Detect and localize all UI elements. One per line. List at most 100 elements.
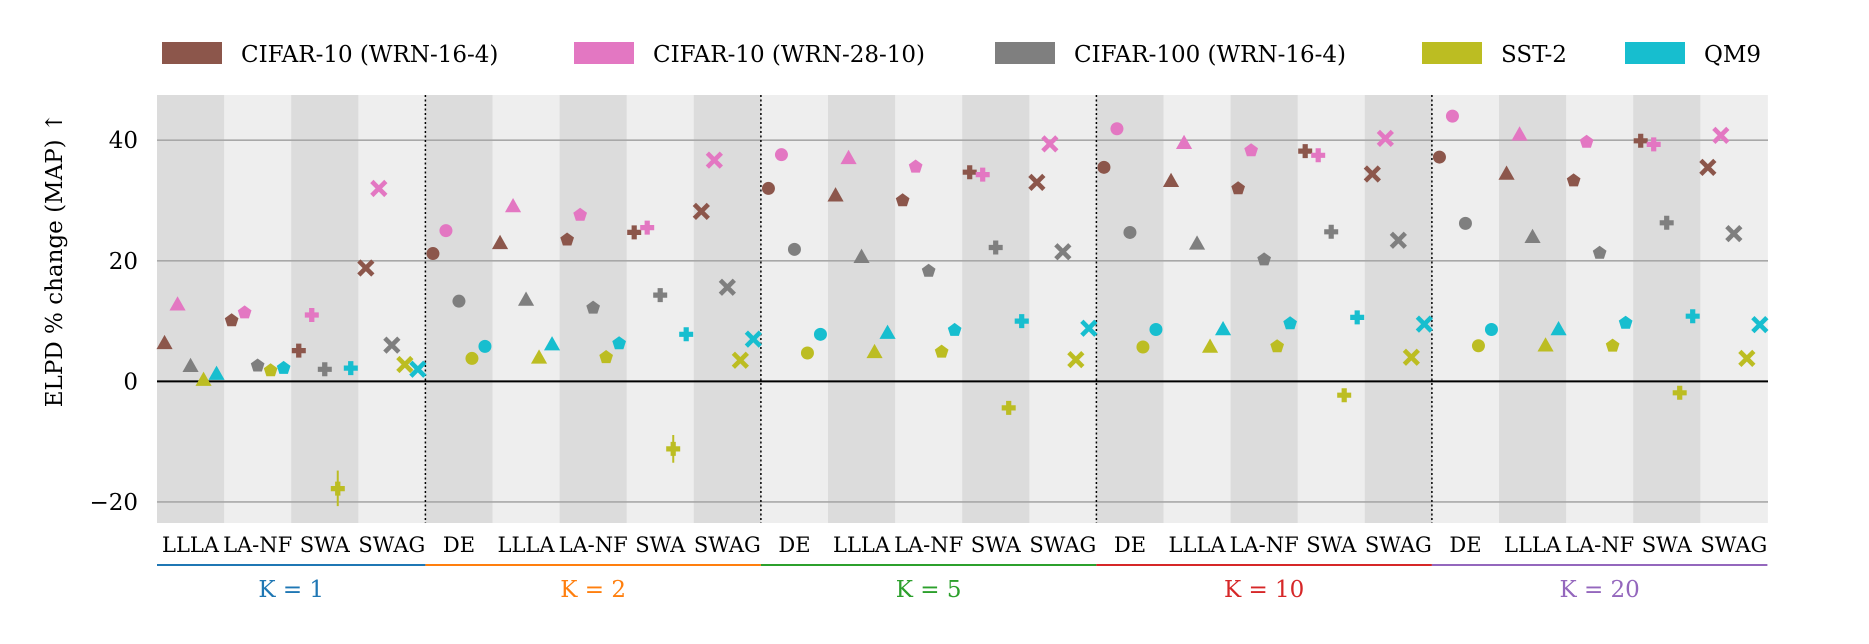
band-la-nf: [224, 95, 292, 523]
x-stroke: [1415, 315, 1433, 333]
legend-swatch-cifar-10-wrn-28-10: [574, 42, 634, 64]
point-sst-2-llla: [1537, 337, 1554, 352]
band-swa: [1633, 95, 1701, 523]
x-stroke: [1738, 349, 1756, 368]
x-stroke: [718, 278, 736, 296]
point-cifar-10-wrn-16-4-llla: [491, 234, 509, 250]
point-sst-2-swa: [1337, 388, 1352, 403]
point-cifar-10-wrn-16-4-la-nf: [560, 232, 574, 246]
point-cifar-10-wrn-16-4-swag: [692, 202, 710, 220]
x-stroke: [370, 179, 388, 198]
point-cifar-10-wrn-16-4-swag: [1699, 158, 1717, 176]
point-cifar-10-wrn-28-10-swa: [975, 167, 990, 182]
legend-swatch-sst-2: [1422, 42, 1482, 64]
band-llla: [1163, 95, 1232, 523]
point-qm9-swag: [1415, 315, 1433, 333]
column-bands: [157, 95, 1768, 523]
point-sst-2-llla: [1201, 338, 1219, 353]
point-cifar-10-wrn-16-4-llla: [1162, 172, 1180, 187]
point-cifar-10-wrn-28-10-de: [774, 148, 788, 162]
point-cifar-100-wrn-16-4-swa: [988, 240, 1003, 255]
point-cifar-10-wrn-28-10-llla: [1175, 134, 1193, 150]
point-cifar-10-wrn-16-4-swa: [291, 343, 306, 358]
group-dividers: [424, 95, 1433, 523]
x-stroke: [357, 259, 375, 277]
point-cifar-10-wrn-16-4-swag: [1028, 173, 1046, 192]
point-cifar-100-wrn-16-4-llla: [1524, 228, 1541, 244]
x-stroke: [1363, 165, 1381, 183]
x-stroke: [1725, 225, 1743, 243]
point-cifar-10-wrn-16-4-la-nf: [224, 313, 239, 327]
point-cifar-10-wrn-16-4-llla: [827, 187, 844, 202]
legend-label-cifar-10-wrn-16-4: CIFAR-10 (WRN-16-4): [241, 42, 498, 68]
point-sst-2-de: [465, 351, 479, 365]
point-qm9-swag: [409, 360, 427, 378]
point-cifar-100-wrn-16-4-llla: [853, 248, 870, 263]
x-label-swag: SWAG: [358, 533, 425, 557]
x-label-de: DE: [778, 533, 810, 557]
band-la-nf: [1566, 95, 1634, 523]
point-qm9-swa: [1685, 309, 1700, 324]
x-label-llla: LLLA: [833, 533, 891, 557]
point-cifar-10-wrn-28-10-la-nf: [573, 207, 587, 221]
point-cifar-10-wrn-16-4-de: [426, 247, 440, 261]
point-qm9-de: [1484, 322, 1498, 336]
point-cifar-100-wrn-16-4-swag: [1725, 225, 1743, 243]
y-tick-label: 0: [123, 369, 138, 395]
point-cifar-10-wrn-16-4-de: [761, 181, 775, 195]
point-cifar-10-wrn-28-10-de: [439, 224, 453, 238]
y-tick-label: 40: [109, 128, 138, 154]
point-cifar-100-wrn-16-4-la-nf: [921, 263, 936, 277]
band-swag: [1029, 95, 1097, 523]
x-stroke: [1402, 348, 1420, 366]
band-swag: [1364, 95, 1433, 523]
point-cifar-100-wrn-16-4-llla: [182, 357, 199, 373]
point-sst-2-swa: [330, 481, 345, 496]
point-cifar-10-wrn-28-10-la-nf: [908, 159, 923, 173]
x-label-de: DE: [1449, 533, 1481, 557]
band-swa: [962, 95, 1030, 523]
point-cifar-100-wrn-16-4-swa: [317, 362, 332, 377]
x-label-la-nf: LA-NF: [1565, 533, 1634, 557]
x-stroke: [692, 202, 710, 220]
x-label-swa: SWA: [1642, 533, 1693, 557]
point-cifar-10-wrn-28-10-llla: [504, 198, 522, 213]
point-qm9-de: [1149, 322, 1163, 336]
x-label-swa: SWA: [300, 533, 351, 557]
y-tick-label: 20: [109, 249, 138, 275]
point-qm9-de: [813, 327, 827, 341]
point-qm9-llla: [1214, 320, 1232, 336]
point-qm9-de: [478, 339, 492, 353]
point-sst-2-swa: [666, 441, 681, 456]
point-cifar-10-wrn-16-4-llla: [1498, 165, 1515, 180]
band-de: [760, 95, 829, 523]
point-qm9-llla: [208, 365, 225, 380]
x-stroke: [1067, 351, 1085, 369]
x-label-la-nf: LA-NF: [223, 533, 292, 557]
point-cifar-10-wrn-28-10-swag: [1376, 129, 1394, 148]
legend-swatch-cifar-10-wrn-16-4: [162, 42, 222, 64]
band-la-nf: [895, 95, 963, 523]
x-stroke: [731, 351, 749, 369]
x-stroke: [1389, 231, 1407, 249]
point-sst-2-swa: [1001, 400, 1016, 415]
point-cifar-10-wrn-28-10-swa: [1646, 137, 1661, 152]
point-cifar-100-wrn-16-4-swa: [1659, 215, 1674, 230]
point-cifar-100-wrn-16-4-swag: [383, 336, 401, 354]
band-swa: [291, 95, 359, 523]
x-label-de: DE: [1114, 533, 1146, 557]
point-qm9-swa: [343, 361, 358, 376]
x-label-swag: SWAG: [1029, 533, 1096, 557]
point-sst-2-swa: [1672, 385, 1687, 400]
group-label-k-2: K = 2: [560, 577, 626, 603]
point-cifar-100-wrn-16-4-swag: [1054, 243, 1072, 261]
point-cifar-10-wrn-28-10-llla: [1511, 126, 1528, 141]
point-cifar-100-wrn-16-4-la-nf: [1592, 245, 1607, 259]
point-sst-2-la-nf: [263, 363, 278, 377]
y-tick-label: −20: [89, 490, 138, 516]
point-sst-2-de: [1136, 340, 1150, 354]
point-cifar-10-wrn-28-10-de: [1110, 122, 1124, 136]
point-cifar-10-wrn-28-10-llla: [169, 296, 186, 311]
band-swag: [693, 95, 762, 523]
